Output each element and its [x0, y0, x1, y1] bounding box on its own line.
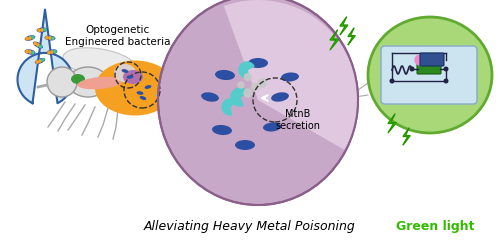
Circle shape: [415, 55, 425, 65]
Text: Optogenetic
Engineered bacteria: Optogenetic Engineered bacteria: [65, 25, 171, 47]
Circle shape: [39, 60, 41, 62]
Ellipse shape: [122, 69, 128, 73]
Polygon shape: [231, 88, 248, 106]
Ellipse shape: [126, 75, 134, 79]
Circle shape: [444, 67, 448, 71]
Circle shape: [444, 79, 448, 83]
Polygon shape: [348, 28, 355, 45]
Circle shape: [390, 79, 394, 83]
Circle shape: [32, 36, 34, 38]
Circle shape: [42, 59, 44, 61]
Text: MtnB
secretion: MtnB secretion: [276, 109, 320, 131]
Ellipse shape: [136, 91, 143, 95]
Circle shape: [29, 51, 31, 53]
FancyBboxPatch shape: [417, 63, 441, 74]
Circle shape: [51, 51, 53, 53]
Ellipse shape: [33, 41, 43, 49]
Circle shape: [258, 79, 266, 87]
Text: Green light: Green light: [396, 220, 474, 233]
Circle shape: [40, 45, 42, 48]
Ellipse shape: [68, 67, 108, 97]
Ellipse shape: [46, 49, 58, 55]
Wedge shape: [224, 0, 358, 150]
Ellipse shape: [35, 58, 45, 64]
Ellipse shape: [114, 64, 136, 82]
Circle shape: [26, 37, 29, 40]
Ellipse shape: [71, 74, 85, 84]
Circle shape: [52, 37, 54, 39]
Ellipse shape: [368, 17, 492, 133]
Circle shape: [410, 67, 414, 71]
Ellipse shape: [63, 48, 137, 78]
Circle shape: [41, 29, 43, 31]
Ellipse shape: [201, 92, 219, 102]
Circle shape: [46, 37, 48, 39]
Polygon shape: [403, 128, 410, 145]
Circle shape: [37, 44, 39, 46]
Circle shape: [244, 89, 252, 97]
Ellipse shape: [212, 125, 232, 135]
Polygon shape: [18, 10, 72, 103]
Circle shape: [54, 50, 56, 53]
Ellipse shape: [24, 49, 36, 55]
FancyBboxPatch shape: [420, 53, 444, 66]
Circle shape: [48, 51, 50, 54]
Circle shape: [44, 28, 46, 31]
Circle shape: [29, 37, 31, 39]
Circle shape: [47, 67, 77, 97]
Circle shape: [38, 29, 40, 31]
Circle shape: [32, 51, 34, 54]
Polygon shape: [239, 62, 254, 78]
Ellipse shape: [158, 0, 358, 205]
Ellipse shape: [36, 27, 48, 33]
Circle shape: [252, 84, 258, 90]
Ellipse shape: [44, 36, 56, 40]
Polygon shape: [340, 17, 348, 35]
Ellipse shape: [263, 122, 281, 132]
Circle shape: [34, 42, 36, 45]
Circle shape: [26, 50, 28, 53]
Ellipse shape: [271, 92, 289, 102]
Ellipse shape: [95, 61, 175, 115]
Ellipse shape: [123, 70, 143, 84]
Ellipse shape: [144, 85, 152, 89]
Ellipse shape: [248, 58, 268, 68]
Ellipse shape: [140, 96, 146, 100]
Circle shape: [238, 82, 244, 88]
Polygon shape: [330, 30, 339, 50]
Polygon shape: [222, 99, 236, 115]
Ellipse shape: [215, 70, 235, 80]
Ellipse shape: [78, 77, 122, 89]
Circle shape: [36, 61, 38, 63]
Polygon shape: [388, 114, 396, 133]
Ellipse shape: [281, 73, 299, 82]
Text: Alleviating Heavy Metal Poisoning: Alleviating Heavy Metal Poisoning: [144, 220, 356, 233]
FancyBboxPatch shape: [381, 46, 477, 104]
Circle shape: [49, 37, 51, 39]
Ellipse shape: [24, 35, 36, 41]
Ellipse shape: [235, 140, 255, 150]
Circle shape: [244, 74, 252, 81]
